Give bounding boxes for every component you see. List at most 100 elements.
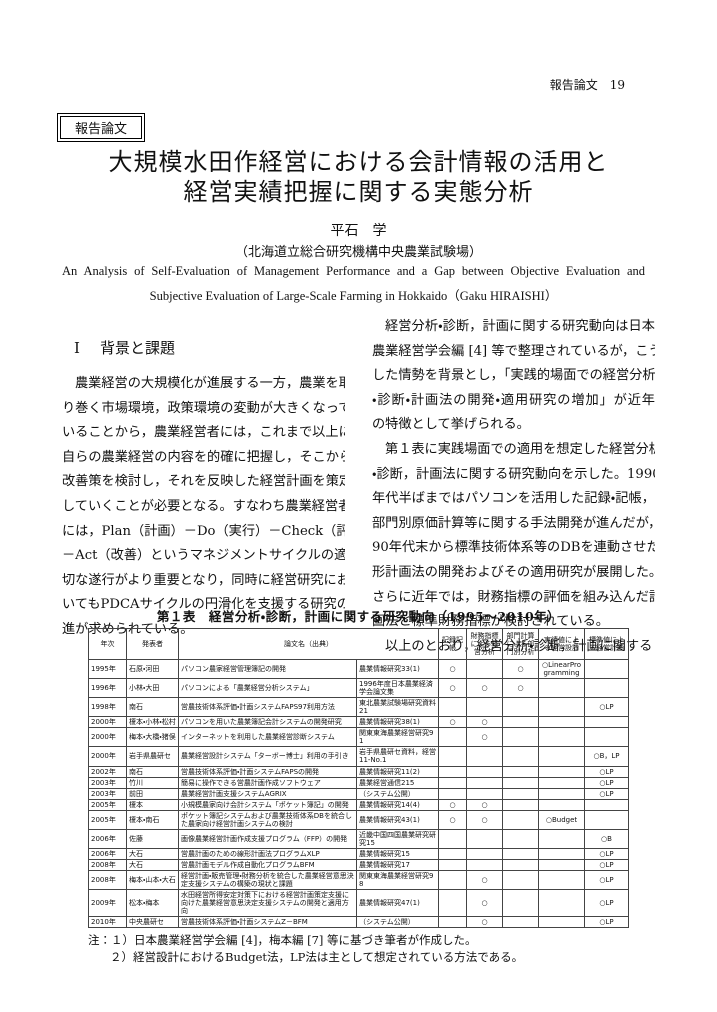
table-cell — [502, 798, 539, 811]
table-cell: 農業情報研究43(1) — [356, 809, 439, 830]
text-line: 切な遂行がより重要となり，同時に経営研究にお — [62, 572, 345, 588]
table-cell: 2003年 — [88, 787, 127, 800]
table-cell: 営農技術体系評価・計画システムFAPSの開発 — [178, 765, 357, 778]
table-cell: パソコンによる「農業経営分析システム」 — [178, 678, 357, 699]
table-cell — [502, 869, 539, 891]
table-cell — [538, 746, 585, 767]
table-cell: ○LP — [584, 697, 629, 718]
table-cell — [438, 787, 467, 800]
table-cell: 2009年 — [88, 889, 127, 918]
table-cell: 梅本・大橋・猪俣 — [126, 727, 179, 748]
table-row: 2008年 大石 営農計画モデル作成自動化プログラムBFM 農業情報研究17 ○LP — [88, 858, 629, 871]
research-table: 年次 発表者 論文名（出典） 記録記帳 財務指標による経営分析 部門計算による部門別分析実… — [88, 628, 629, 929]
table-cell: 中央農研セ — [126, 916, 179, 929]
table-cell — [466, 847, 503, 860]
table-cell: 農業情報研究33(1) — [356, 658, 439, 680]
table-cell: 2005年 — [88, 809, 127, 830]
table-cell: ○LP — [584, 916, 629, 929]
table-cell — [538, 798, 585, 811]
table-cell: ○B — [584, 828, 629, 849]
column-header: 発表者 — [126, 628, 179, 660]
text-line: いることから，農業経営者には，これまで以上に — [62, 425, 345, 441]
table-row: 1998年 南石 営農技術体系評価・計画システムFAPS97利用方法 東北農業試験場研… — [88, 697, 629, 718]
text-line: 画法と標準財務指標が検討されている。 — [372, 614, 609, 630]
table-row: 2000年 榎本・小林・松村 パソコンを用いた農業簿記会計システムの開発研究 農業情報… — [88, 716, 629, 729]
table-cell: 農業情報研究14(4) — [356, 798, 439, 811]
table-cell — [538, 889, 585, 918]
column-header: 実績値による経営設計 — [538, 628, 585, 660]
table-cell: 農業経営設計システム「ターボー博士」利用の手引き — [178, 746, 357, 767]
table-header: 年次 発表者 論文名（出典） 記録記帳 財務指標による経営分析 部門計算による部門別分析実… — [88, 628, 629, 660]
table-cell: 1996年 — [88, 678, 127, 699]
table-cell: 石原・河田 — [126, 658, 179, 680]
table-cell — [584, 678, 629, 699]
table-row: 2010年 中央農研セ 営農技術体系評価・計画システムZ－BFM （システム公開） ○ ○… — [88, 916, 629, 929]
table-cell — [466, 765, 503, 778]
text-line: いてもPDCAサイクルの円滑化を支援する研究の推 — [62, 597, 345, 613]
table-cell — [438, 776, 467, 789]
table-cell: 榎本・南石 — [126, 809, 179, 830]
table-cell — [438, 858, 467, 871]
table-row: 1996年 小林・大田 パソコンによる「農業経営分析システム」 1996年度日本農業経… — [88, 678, 629, 699]
table-cell: 関東東海農業経営研究91 — [356, 727, 439, 748]
table-cell: ○ — [438, 716, 467, 729]
table-cell: ○ — [466, 916, 503, 929]
table-cell — [538, 678, 585, 699]
table-cell: ○ — [466, 727, 503, 748]
table-cell: ○LP — [584, 765, 629, 778]
table-cell: ○LinearProgramming — [538, 658, 585, 680]
text-line: 経営分析・診断，計画に関する研究動向は日本 — [385, 319, 655, 334]
table-cell: 2006年 — [88, 847, 127, 860]
table-row: 2005年 榎本 小規模農家向け会計システム「ポケット簿記」の開発 農業情報研究14(… — [88, 798, 629, 811]
table-cell: ○LP — [584, 847, 629, 860]
table-row: 2005年 榎本・南石 ポケット簿記システムおよび農業技術体系DBを統合した農家向け… — [88, 809, 629, 830]
table-cell: ○Budget — [538, 809, 585, 830]
table-cell: 2005年 — [88, 798, 127, 811]
text-line: 90年代末から標準技術体系等のDBを連動させた線 — [372, 540, 655, 556]
section-number: Ⅰ — [74, 339, 80, 357]
text-line: り巻く市場環境，政策環境の変動が大きくなって — [62, 400, 345, 416]
section-text: 背景と課題 — [99, 339, 175, 357]
table-cell: 南石 — [126, 697, 179, 718]
table-cell — [466, 787, 503, 800]
left-column: 農業経営の大規模化が進展する一方，農業を取 り巻く市場環境，政策環境の変動が大きく… — [62, 372, 345, 643]
table-cell: 近畿中国四国農業研究研究15 — [356, 828, 439, 849]
table-cell — [538, 869, 585, 891]
text-line: には，Plan（計画）－Do（実行）－Check（評価） — [62, 523, 345, 539]
table-cell — [466, 746, 503, 767]
header-section: 報告論文 — [549, 78, 598, 92]
table-cell: 農業情報研究38(1) — [356, 716, 439, 729]
table-cell — [538, 916, 585, 929]
table-cell — [502, 809, 539, 830]
table-cell: 農業情報研究17 — [356, 858, 439, 871]
affiliation: （北海道立総合研究機構中央農業試験場） — [234, 245, 482, 260]
author: 平石 学 — [330, 223, 387, 239]
table-cell: ○LP — [584, 889, 629, 918]
table-cell — [538, 858, 585, 871]
table-cell: 前田 — [126, 787, 179, 800]
table-cell: 小林・大田 — [126, 678, 179, 699]
note: 注：１）日本農業経営学会編 [4]，梅本編 [7] 等に基づき筆者が作成した。 — [88, 933, 477, 947]
table-cell: 1995年 — [88, 658, 127, 680]
table-cell: パソコンを用いた農業簿記会計システムの開発研究 — [178, 716, 357, 729]
table-row: 2009年 松本・梅本 水田経営所得安定対策下における経営計画策定支援に向けた農業経… — [88, 889, 629, 918]
table-cell — [584, 727, 629, 748]
text-line: ・診断，計画法に関する研究動向を示した。1990 — [372, 466, 655, 482]
page-number: 19 — [609, 78, 625, 92]
text-line: ・診断・計画法の開発・適用研究の増加」が近年 — [372, 392, 655, 408]
table-cell — [502, 858, 539, 871]
table-cell — [538, 787, 585, 800]
table-cell: 関東東海農業経営研究98 — [356, 869, 439, 891]
table-cell — [502, 697, 539, 718]
table-cell — [466, 658, 503, 680]
table-cell — [438, 697, 467, 718]
text-line: していくことが必要となる。すなわち農業経営者 — [62, 498, 345, 514]
table-cell: 農業経営計画支援システムAGRIX — [178, 787, 357, 800]
table-cell — [438, 727, 467, 748]
table-cell — [466, 776, 503, 789]
table-cell — [502, 916, 539, 929]
table-cell: パソコン農家経営管理簿記の開発 — [178, 658, 357, 680]
text-line: 改善策を検討し，それを反映した経営計画を策定 — [62, 474, 345, 490]
table-cell: ○LP — [584, 787, 629, 800]
